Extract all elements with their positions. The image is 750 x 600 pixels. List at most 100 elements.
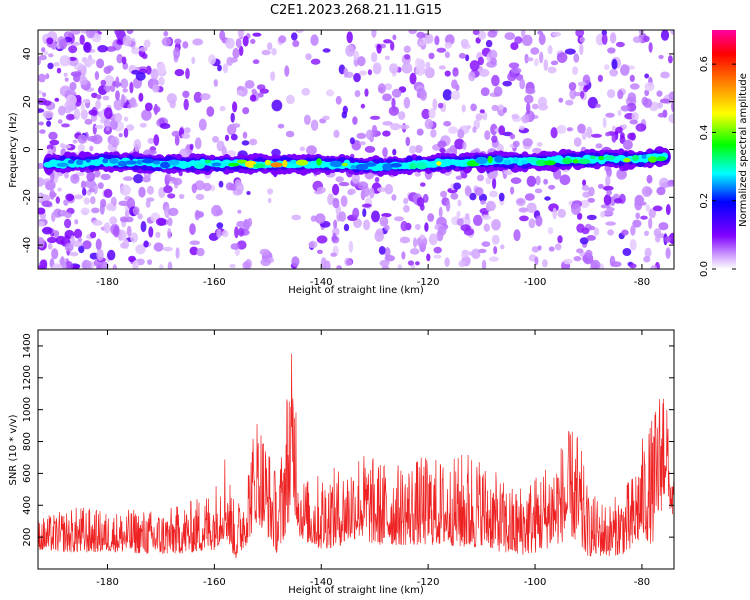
noise-blob (48, 53, 54, 58)
signal-peak-blob (436, 161, 442, 166)
noise-blob (481, 241, 491, 247)
noise-blob (465, 213, 470, 220)
noise-blob (135, 72, 146, 81)
signal-peak-blob (117, 160, 128, 167)
noise-blob (391, 194, 397, 201)
noise-blob (648, 42, 653, 53)
noise-blob (64, 100, 76, 112)
noise-blob (291, 256, 300, 267)
noise-blob (648, 217, 653, 230)
noise-blob (74, 194, 83, 200)
signal-peak-blob (535, 159, 548, 166)
noise-blob (521, 114, 530, 124)
noise-blob (335, 176, 344, 183)
noise-blob (364, 145, 376, 153)
noise-blob (57, 187, 62, 192)
noise-blob (369, 187, 375, 199)
noise-blob (103, 222, 111, 234)
signal-peak-blob (390, 163, 402, 168)
y-tick-label: 400 (22, 496, 33, 515)
noise-blob (511, 113, 519, 119)
noise-blob (59, 55, 71, 67)
noise-blob (645, 204, 650, 212)
y-tick-label: 1200 (22, 365, 33, 390)
noise-blob (622, 248, 632, 256)
noise-blob (510, 42, 519, 51)
noise-blob (99, 202, 105, 215)
noise-blob (573, 92, 582, 97)
noise-blob (291, 32, 298, 41)
noise-blob (92, 123, 97, 135)
signal-peak-blob (442, 158, 453, 164)
noise-blob (644, 89, 650, 97)
noise-blob (607, 89, 616, 99)
noise-blob (56, 67, 62, 74)
noise-blob (242, 107, 250, 115)
noise-blob (524, 193, 535, 201)
x-tick-label: -100 (524, 577, 547, 588)
spectrogram-noise-layer (38, 30, 674, 269)
noise-blob (440, 190, 448, 198)
noise-blob (588, 186, 595, 197)
noise-blob (652, 205, 663, 212)
noise-blob (656, 186, 666, 196)
noise-blob (582, 179, 587, 187)
noise-blob (452, 67, 459, 77)
noise-blob (62, 261, 67, 269)
noise-blob (524, 94, 534, 104)
signal-peak-blob (350, 164, 357, 170)
noise-blob (82, 188, 87, 196)
noise-blob (606, 189, 612, 196)
noise-blob (438, 65, 446, 70)
noise-blob (535, 175, 541, 186)
noise-blob (51, 248, 59, 260)
noise-blob (138, 92, 144, 102)
signal-peak-blob (382, 163, 393, 171)
noise-blob (475, 113, 483, 121)
noise-blob (83, 41, 92, 53)
noise-blob (445, 199, 451, 212)
noise-blob (338, 211, 346, 222)
noise-blob (230, 133, 238, 141)
noise-blob (73, 73, 81, 83)
noise-blob (644, 247, 652, 258)
noise-blob (219, 105, 226, 112)
noise-blob (166, 174, 172, 182)
noise-blob (577, 123, 586, 134)
noise-blob (488, 256, 499, 262)
noise-blob (399, 236, 411, 244)
noise-blob (611, 58, 618, 70)
noise-blob (167, 193, 176, 199)
signal-peak-blob (221, 160, 229, 167)
noise-blob (476, 174, 485, 182)
noise-blob (267, 197, 272, 204)
noise-blob (485, 39, 493, 48)
noise-blob (80, 180, 87, 190)
signal-peak-blob (341, 162, 348, 167)
signal-peak-blob (415, 162, 428, 170)
noise-blob (409, 72, 417, 85)
noise-blob (606, 166, 612, 178)
noise-blob (70, 173, 80, 184)
noise-blob (644, 230, 649, 236)
y-tick-label: 0 (22, 146, 33, 152)
noise-blob (123, 116, 129, 122)
noise-blob (595, 143, 603, 149)
noise-blob (420, 182, 426, 187)
snr-series-line (38, 353, 674, 559)
noise-blob (519, 125, 525, 131)
noise-blob (616, 168, 627, 180)
noise-blob (357, 56, 366, 67)
noise-blob (120, 184, 131, 196)
colorbar-tick-label: 0.2 (699, 193, 710, 209)
noise-blob (284, 65, 290, 77)
noise-blob (45, 73, 50, 80)
noise-blob (139, 46, 148, 52)
noise-blob (635, 123, 647, 132)
noise-blob (348, 240, 354, 253)
noise-blob (133, 174, 144, 184)
noise-blob (105, 46, 117, 52)
noise-blob (425, 33, 434, 44)
noise-blob (320, 257, 327, 269)
noise-blob (498, 192, 505, 202)
